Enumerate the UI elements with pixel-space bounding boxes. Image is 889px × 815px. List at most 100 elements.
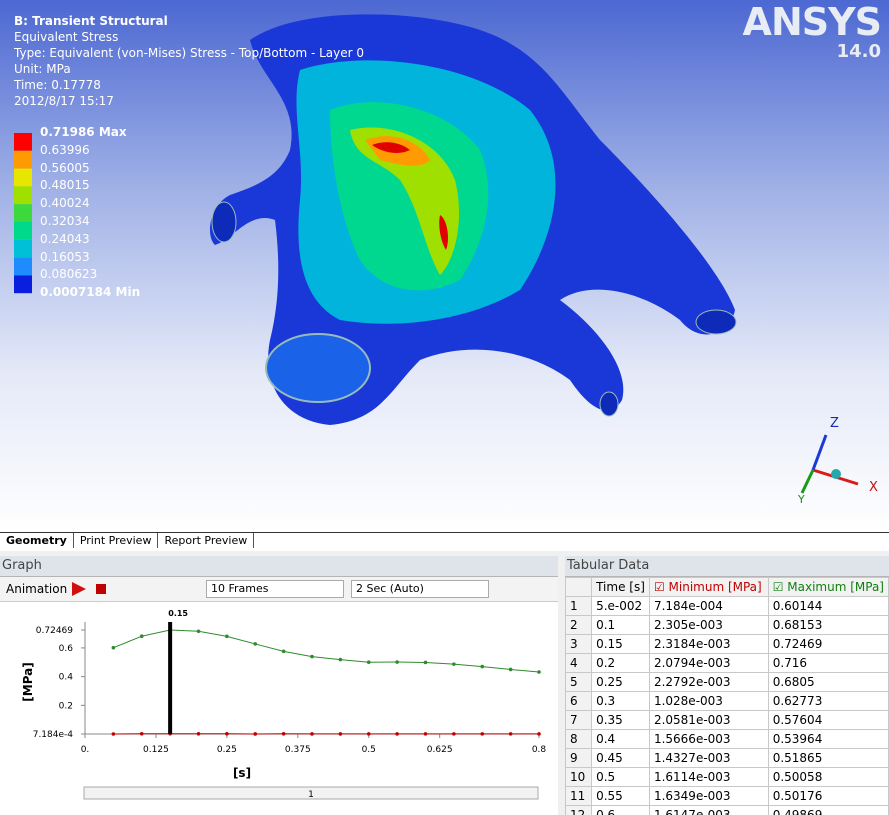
cell: 0.15: [591, 634, 650, 654]
cell: 0.25: [591, 672, 650, 692]
tab[interactable]: Print Preview: [74, 533, 159, 548]
data-point: [281, 649, 286, 654]
tab-strip: Geometry Print Preview Report Preview: [0, 532, 889, 551]
cell: 7.184e-004: [648, 596, 769, 616]
legend-label: 0.48015: [40, 178, 90, 193]
legend: 0.71986 Max 0.63996 0.56005 0.48015 0.40024 0…: [0, 125, 140, 305]
speed-combo[interactable]: 2 Sec (Auto): [351, 580, 489, 598]
data-point: [196, 629, 201, 634]
cell: 1.4327e-003: [648, 748, 769, 768]
row-header: 7: [565, 710, 593, 730]
row-header: 4: [565, 653, 593, 673]
tab[interactable]: Geometry: [0, 533, 74, 548]
data-point: [338, 657, 343, 662]
cell: 0.5: [591, 767, 650, 787]
model-opening: [695, 309, 737, 335]
legend-swatch: [14, 222, 32, 240]
corner-cell: [565, 577, 593, 597]
table-row: 6 0.3 1.028e-003 0.62773: [565, 691, 889, 711]
table-row: 4 0.2 2.0794e-003 0.716: [565, 653, 889, 673]
cell: 2.305e-003: [648, 615, 769, 635]
cell: 0.3: [591, 691, 650, 711]
table-row: 7 0.35 2.0581e-003 0.57604: [565, 710, 889, 730]
triad-label: Z: [830, 416, 839, 431]
legend-label: 0.16053: [40, 249, 90, 264]
result-info: Equivalent Stress Type: Equivalent (von-M…: [14, 29, 364, 109]
cell: 0.60144: [767, 596, 889, 616]
cell: 0.45: [591, 748, 650, 768]
data-point: [225, 634, 229, 639]
data-point: [423, 732, 428, 736]
cell: 5.e-002: [591, 596, 650, 616]
cursor-label: 0.15: [168, 609, 188, 618]
cell: 1.6147e-003: [648, 805, 769, 815]
table-row: 10 0.5 1.6114e-003 0.50058: [565, 767, 889, 787]
row-header: 11: [565, 786, 593, 806]
cell: 0.55: [591, 786, 650, 806]
data-point: [480, 732, 485, 736]
data-point: [253, 642, 258, 646]
triad-axis: [811, 434, 828, 471]
stop-button[interactable]: [96, 584, 106, 594]
data-point: [508, 732, 513, 736]
legend-colors: [14, 133, 32, 294]
cell: 1.028e-003: [648, 691, 769, 711]
data-point: [508, 667, 513, 672]
y-tick-label: 7.184e-4: [33, 730, 74, 740]
column-header: Time [s]: [591, 577, 650, 597]
table-row: 5 0.25 2.2792e-003 0.6805: [565, 672, 889, 692]
row-header: 10: [565, 767, 593, 787]
data-point: [366, 732, 371, 736]
data-point: [225, 731, 229, 736]
cell: 2.0581e-003: [648, 710, 769, 730]
viewport[interactable]: Z X Y B: Transient Structural Equivalent…: [0, 0, 889, 532]
play-button[interactable]: [72, 582, 86, 596]
cell: 1.5666e-003: [648, 729, 769, 749]
cell: 2.3184e-003: [648, 634, 769, 654]
row-header: 3: [565, 634, 593, 654]
data-point: [111, 732, 116, 736]
data-point: [253, 732, 258, 736]
legend-label: 0.24043: [40, 231, 90, 246]
row-header: 5: [565, 672, 593, 692]
graph-panel: Graph Animation 10 Frames 2 Sec (Auto) 7…: [0, 556, 558, 815]
data-point: [537, 670, 541, 674]
cell: 1.6114e-003: [648, 767, 769, 787]
triad-axis: [800, 469, 815, 494]
cell: 0.4: [591, 729, 650, 749]
version: 14.0: [836, 41, 881, 62]
legend-swatch: [14, 275, 32, 294]
data-point: [452, 732, 456, 736]
table-row: 9 0.45 1.4327e-003 0.51865: [565, 748, 889, 768]
cell: 0.35: [591, 710, 650, 730]
model-patch: [350, 127, 460, 275]
legend-swatch: [14, 257, 32, 276]
data-point: [452, 662, 456, 666]
tab[interactable]: Report Preview: [158, 533, 255, 548]
data-point: [196, 732, 201, 736]
result-title: B: Transient Structural: [14, 14, 168, 28]
x-tick-label: 0.: [81, 745, 90, 755]
cell: 1.6349e-003: [648, 786, 769, 806]
data-point: [310, 732, 314, 736]
data-point: [395, 660, 399, 664]
legend-swatch: [14, 186, 32, 205]
column-header: ☑ Maximum [MPa]: [767, 577, 889, 597]
scrollbar[interactable]: [83, 786, 539, 800]
data-table: Time [s] ☑ Minimum [MPa] ☑ Maximum [MPa] 1 5…: [565, 577, 889, 815]
data-point: [281, 732, 286, 736]
data-point: [480, 664, 485, 669]
frames-combo[interactable]: 10 Frames: [206, 580, 344, 598]
play-controls[interactable]: [70, 581, 114, 597]
cell: 0.50176: [767, 786, 889, 806]
table-row: 11 0.55 1.6349e-003 0.50176: [565, 786, 889, 806]
info-line: Equivalent Stress: [14, 30, 119, 44]
model-opening: [599, 391, 619, 417]
data-point: [139, 634, 144, 638]
y-tick-label: 0.2: [59, 701, 73, 711]
row-header: 8: [565, 729, 593, 749]
y-tick-label: 0.72469: [36, 626, 73, 636]
cell: 0.50058: [767, 767, 889, 787]
model-view: Z X Y: [210, 14, 878, 506]
data-point: [338, 732, 343, 736]
